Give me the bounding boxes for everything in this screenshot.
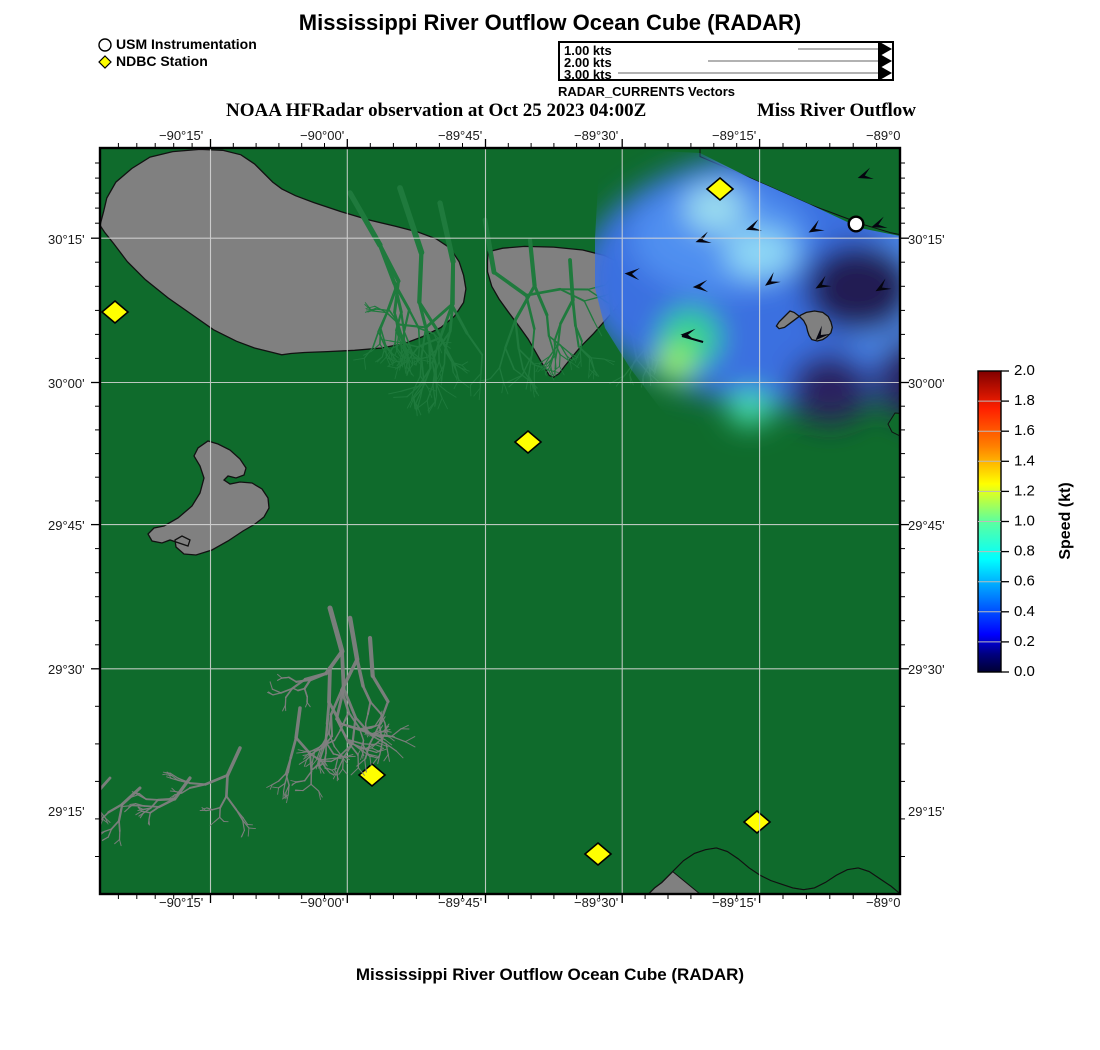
svg-text:3.00 kts: 3.00 kts — [564, 67, 612, 79]
svg-text:1.2: 1.2 — [1014, 482, 1035, 499]
svg-text:Speed (kt): Speed (kt) — [1057, 482, 1074, 559]
svg-text:1.4: 1.4 — [1014, 452, 1035, 469]
svg-text:0.4: 0.4 — [1014, 603, 1035, 620]
svg-text:0.2: 0.2 — [1014, 633, 1035, 650]
svg-text:0.0: 0.0 — [1014, 663, 1035, 680]
svg-text:2.0: 2.0 — [1014, 362, 1035, 379]
svg-text:0.6: 0.6 — [1014, 573, 1035, 590]
svg-text:1.6: 1.6 — [1014, 422, 1035, 439]
svg-text:1.8: 1.8 — [1014, 392, 1035, 409]
svg-text:0.8: 0.8 — [1014, 543, 1035, 560]
svg-text:1.0: 1.0 — [1014, 513, 1035, 530]
